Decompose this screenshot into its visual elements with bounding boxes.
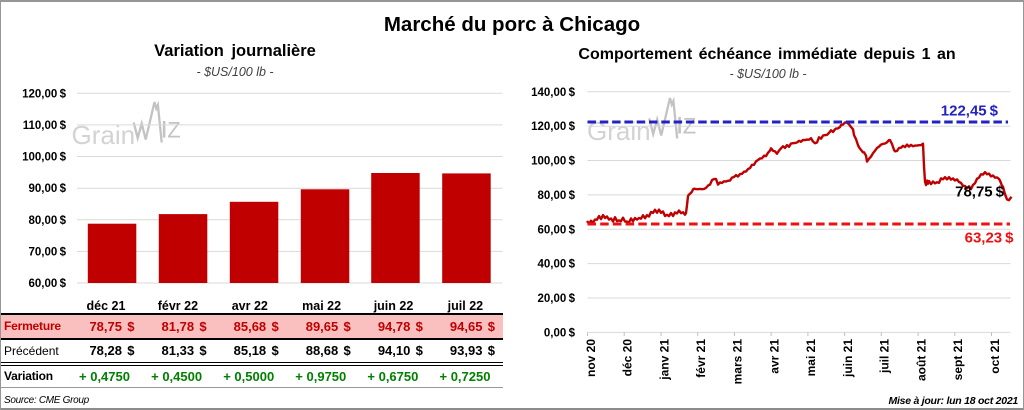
svg-text:déc 20: déc 20 [621, 339, 635, 377]
svg-text:mars 21: mars 21 [731, 339, 745, 385]
svg-text:avr 22: avr 22 [232, 299, 268, 313]
svg-text:févr 21: févr 21 [694, 339, 708, 378]
svg-text:80,00 $: 80,00 $ [29, 215, 67, 227]
svg-text:Z: Z [167, 118, 180, 143]
svg-text:juil 21: juil 21 [878, 339, 892, 374]
svg-text:juin 21: juin 21 [841, 339, 855, 378]
svg-text:20,00 $: 20,00 $ [538, 293, 576, 305]
svg-text:oct 21: oct 21 [988, 339, 1002, 374]
svg-text:80,00 $: 80,00 $ [538, 190, 576, 202]
svg-text:avr 21: avr 21 [767, 339, 781, 374]
svg-text:nov 20: nov 20 [584, 339, 598, 377]
svg-text:70,00 $: 70,00 $ [29, 246, 67, 258]
svg-text:60,00 $: 60,00 $ [29, 278, 67, 290]
svg-text:60,00 $: 60,00 $ [538, 224, 576, 236]
svg-text:78,75 $: 78,75 $ [955, 184, 1005, 201]
svg-text:110,00 $: 110,00 $ [23, 120, 67, 132]
svg-text:140,00 $: 140,00 $ [531, 87, 575, 99]
svg-text:120,00 $: 120,00 $ [531, 121, 575, 133]
svg-text:122,45 $: 122,45 $ [941, 103, 999, 120]
svg-text:janv 21: janv 21 [657, 339, 671, 381]
svg-text:juil 22: juil 22 [447, 299, 483, 313]
svg-text:juin 22: juin 22 [373, 299, 414, 313]
svg-text:63,23 $: 63,23 $ [965, 230, 1015, 247]
svg-text:mai 22: mai 22 [302, 299, 341, 313]
svg-text:90,00 $: 90,00 $ [29, 183, 67, 195]
svg-text:40,00 $: 40,00 $ [538, 259, 576, 271]
svg-text:mai 21: mai 21 [804, 339, 818, 377]
svg-text:déc 21: déc 21 [87, 299, 126, 313]
svg-text:sept 21: sept 21 [951, 339, 965, 381]
svg-text:0,00 $: 0,00 $ [544, 327, 576, 339]
svg-text:120,00 $: 120,00 $ [22, 88, 66, 100]
svg-text:100,00 $: 100,00 $ [531, 156, 575, 168]
svg-text:100,00 $: 100,00 $ [22, 152, 66, 164]
svg-text:févr 22: févr 22 [158, 299, 198, 313]
svg-text:août 21: août 21 [914, 339, 928, 381]
